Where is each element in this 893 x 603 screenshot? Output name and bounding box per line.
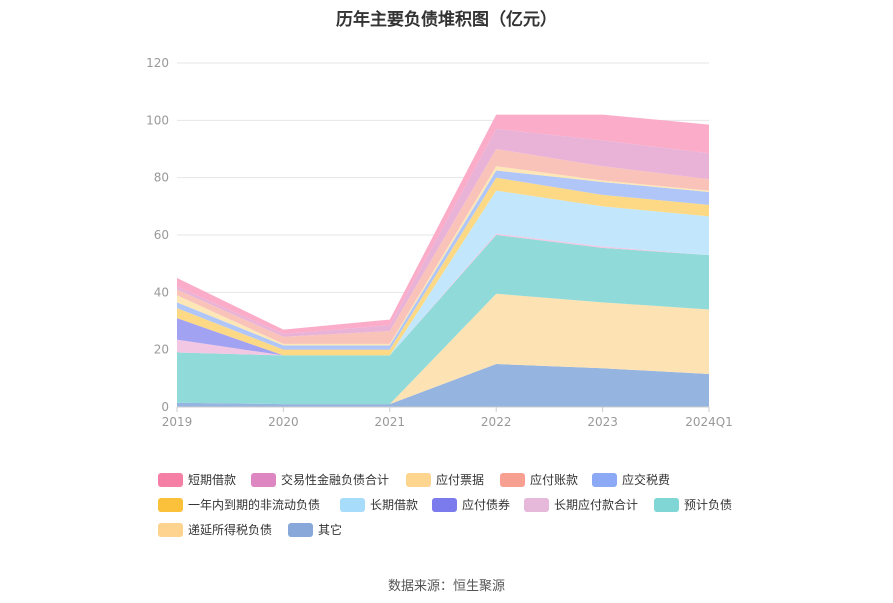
legend-swatch [406, 473, 431, 487]
y-tick-label: 120 [146, 56, 169, 70]
legend-label: 长期借款 [370, 498, 419, 512]
legend-label: 短期借款 [188, 473, 237, 487]
area-series [177, 364, 709, 407]
area-series [177, 166, 709, 346]
y-tick-label: 40 [154, 285, 169, 299]
legend-label: 一年内到期的非流动负债 [188, 498, 321, 512]
legend-swatch [340, 498, 365, 512]
legend-label: 预计负债 [684, 498, 733, 512]
legend-label: 应付账款 [530, 473, 579, 487]
chart-title: 历年主要负债堆积图（亿元） [336, 10, 557, 30]
x-tick-label: 2022 [481, 415, 512, 429]
y-tick-label: 0 [161, 400, 169, 414]
legend-swatch [251, 473, 276, 487]
legend-swatch [288, 523, 313, 537]
y-tick-label: 80 [154, 171, 169, 185]
legend-swatch [158, 523, 183, 537]
area-series [177, 235, 709, 405]
x-tick-label: 2021 [375, 415, 406, 429]
x-tick-label: 2024Q1 [685, 415, 733, 429]
area-series [177, 114, 709, 334]
data-source: 数据来源：恒生聚源 [387, 579, 505, 594]
area-series [177, 293, 709, 405]
x-tick-label: 2019 [162, 415, 193, 429]
area-series [177, 149, 709, 344]
area-series [177, 233, 709, 356]
legend-swatch [500, 473, 525, 487]
area-series [177, 190, 709, 356]
x-tick-label: 2023 [587, 415, 618, 429]
legend-label: 交易性金融负债合计 [281, 473, 390, 487]
legend-swatch [592, 473, 617, 487]
area-series [177, 170, 709, 350]
legend-label: 应交税费 [622, 473, 671, 487]
area-series [177, 233, 709, 356]
legend-swatch [654, 498, 679, 512]
legend-swatch [432, 498, 457, 512]
area-series [177, 177, 709, 356]
area-series [177, 128, 709, 337]
legend-swatch [158, 498, 183, 512]
legend-swatch [158, 473, 183, 487]
y-tick-label: 100 [146, 113, 169, 127]
legend-swatch [524, 498, 549, 512]
legend-label: 递延所得税负债 [188, 523, 273, 537]
x-tick-label: 2020 [268, 415, 299, 429]
legend-label: 应付债券 [462, 498, 511, 512]
legend-label: 长期应付款合计 [554, 498, 639, 512]
legend-label: 其它 [318, 523, 343, 537]
y-tick-label: 60 [154, 228, 169, 242]
y-tick-label: 20 [154, 343, 169, 357]
legend-label: 应付票据 [436, 473, 485, 487]
